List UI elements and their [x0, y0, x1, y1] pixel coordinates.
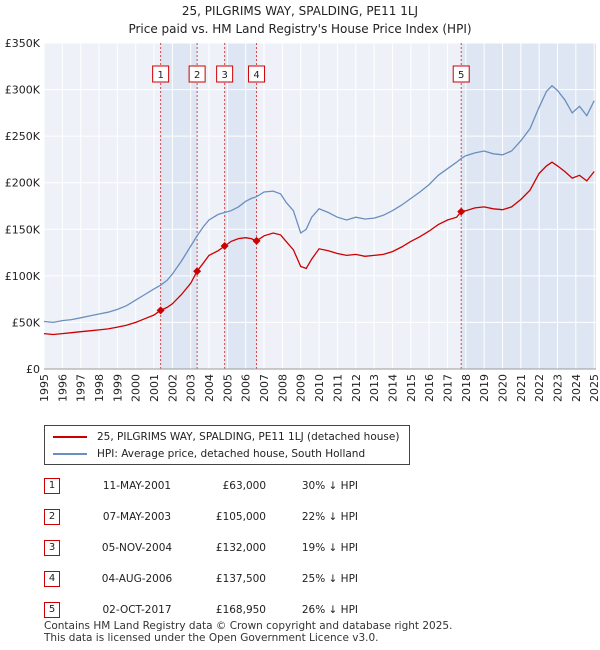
- sale-hpi-diff: 30% ↓ HPI: [301, 479, 358, 492]
- table-row: 4 04-AUG-2006 £137,500 25% ↓ HPI: [44, 563, 358, 594]
- x-tick-label: 1999: [111, 374, 124, 402]
- legend-swatch-property: [53, 436, 87, 438]
- sale-date: 02-OCT-2017: [102, 603, 172, 616]
- sale-point: [252, 236, 261, 245]
- x-tick-label: 1995: [38, 374, 51, 402]
- table-row: 3 05-NOV-2004 £132,000 19% ↓ HPI: [44, 532, 358, 563]
- sale-badge: 4: [44, 570, 60, 587]
- x-tick-label: 1997: [75, 374, 88, 402]
- price-chart: £0 £50K £100K £150K £200K £250K £300K £350K 1995…: [5, 37, 600, 402]
- x-tick-label: 2013: [368, 374, 381, 402]
- x-tick-label: 2012: [350, 374, 363, 402]
- sale-price: £63,000: [222, 479, 266, 492]
- sale-badge: 1: [44, 477, 60, 494]
- sale-price: £105,000: [215, 510, 266, 523]
- sale-badge: 5: [44, 601, 60, 618]
- sale-label-number: 5: [458, 70, 464, 81]
- sale-label-box: [188, 65, 206, 83]
- chart-legend: 25, PILGRIMS WAY, SPALDING, PE11 1LJ (de…: [44, 425, 410, 465]
- x-tick-label: 2024: [570, 374, 583, 402]
- x-tick-label: 2018: [460, 374, 473, 402]
- x-tick-label: 2025: [588, 374, 600, 402]
- x-tick-label: 2014: [386, 374, 399, 402]
- y-tick-label: £250K: [5, 130, 41, 143]
- x-tick-label: 2008: [276, 374, 289, 402]
- sale-label-number: 4: [253, 70, 259, 81]
- sale-label-box: [248, 65, 266, 83]
- sale-price: £132,000: [215, 541, 266, 554]
- sale-label-box: [152, 65, 170, 83]
- x-tick-label: 2009: [295, 374, 308, 402]
- x-tick-label: 2017: [441, 374, 454, 402]
- legend-label-property: 25, PILGRIMS WAY, SPALDING, PE11 1LJ (de…: [97, 431, 400, 443]
- x-tick-label: 2003: [185, 374, 198, 402]
- sale-label-box: [216, 65, 234, 83]
- y-tick-label: £150K: [5, 223, 41, 236]
- x-tick-label: 2007: [258, 374, 271, 402]
- series-line-property: [43, 161, 595, 336]
- sale-point: [457, 207, 466, 216]
- sale-point: [193, 267, 202, 276]
- sale-date: 05-NOV-2004: [101, 541, 173, 554]
- transactions-table: 1 11-MAY-2001 £63,000 30% ↓ HPI 2 07-MAY…: [44, 470, 358, 625]
- x-tick-label: 2010: [313, 374, 326, 402]
- x-tick-label: 1998: [93, 374, 106, 402]
- sale-date: 07-MAY-2003: [102, 510, 172, 523]
- x-tick-label: 2016: [423, 374, 436, 402]
- sale-point: [220, 242, 229, 251]
- sale-period-shade: [160, 43, 198, 369]
- x-tick-label: 2004: [203, 374, 216, 402]
- series-line-hpi: [43, 84, 595, 324]
- y-tick-label: £0: [26, 363, 40, 376]
- x-tick-label: 2005: [221, 374, 234, 402]
- x-tick-label: 2020: [496, 374, 509, 402]
- sale-date: 04-AUG-2006: [101, 572, 173, 585]
- sale-price: £168,950: [215, 603, 266, 616]
- y-tick-label: £350K: [5, 37, 41, 50]
- sale-label-box: [452, 65, 470, 83]
- x-tick-label: 2011: [331, 374, 344, 402]
- sale-point: [156, 306, 165, 315]
- sale-hpi-diff: 22% ↓ HPI: [301, 510, 358, 523]
- chart-subtitle: Price paid vs. HM Land Registry's House …: [128, 22, 472, 36]
- table-row: 2 07-MAY-2003 £105,000 22% ↓ HPI: [44, 501, 358, 532]
- sale-badge: 2: [44, 508, 60, 525]
- sale-badge: 3: [44, 539, 60, 556]
- sale-label-number: 2: [194, 70, 200, 81]
- legend-item-hpi: HPI: Average price, detached house, Sout…: [53, 446, 365, 462]
- sale-hpi-diff: 19% ↓ HPI: [301, 541, 358, 554]
- y-tick-label: £100K: [5, 270, 41, 283]
- x-tick-label: 2002: [166, 374, 179, 402]
- footer-copyright: Contains HM Land Registry data © Crown c…: [44, 620, 453, 632]
- sale-hpi-diff: 26% ↓ HPI: [301, 603, 358, 616]
- y-tick-label: £200K: [5, 177, 41, 190]
- x-tick-label: 2019: [478, 374, 491, 402]
- y-tick-label: £50K: [12, 316, 41, 329]
- y-tick-label: £300K: [5, 84, 41, 97]
- x-tick-label: 2022: [533, 374, 546, 402]
- chart-title-address: 25, PILGRIMS WAY, SPALDING, PE11 1LJ: [181, 4, 419, 18]
- x-tick-label: 2015: [405, 374, 418, 402]
- legend-label-hpi: HPI: Average price, detached house, Sout…: [97, 448, 366, 460]
- x-tick-label: 2001: [148, 374, 161, 402]
- sale-hpi-diff: 25% ↓ HPI: [301, 572, 358, 585]
- x-tick-label: 2021: [515, 374, 528, 402]
- table-row: 5 02-OCT-2017 £168,950 26% ↓ HPI: [44, 594, 358, 625]
- x-tick-label: 2000: [130, 374, 143, 402]
- x-tick-label: 2023: [551, 374, 564, 402]
- sale-date: 11-MAY-2001: [102, 479, 172, 492]
- legend-item-property: 25, PILGRIMS WAY, SPALDING, PE11 1LJ (de…: [53, 429, 399, 445]
- sale-label-number: 1: [157, 70, 163, 81]
- legend-swatch-hpi: [53, 453, 87, 455]
- x-tick-label: 2006: [240, 374, 253, 402]
- sale-price: £137,500: [215, 572, 266, 585]
- x-tick-label: 1996: [56, 374, 69, 402]
- table-row: 1 11-MAY-2001 £63,000 30% ↓ HPI: [44, 470, 358, 501]
- footer-licence: This data is licensed under the Open Gov…: [44, 632, 379, 644]
- sale-label-number: 3: [221, 70, 227, 81]
